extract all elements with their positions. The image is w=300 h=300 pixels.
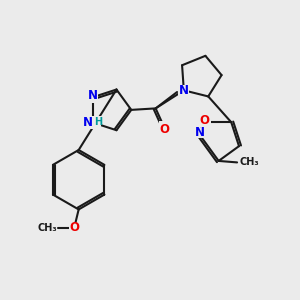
- Text: N: N: [195, 126, 205, 140]
- Text: O: O: [200, 114, 210, 127]
- Text: O: O: [159, 123, 169, 136]
- FancyBboxPatch shape: [69, 223, 80, 233]
- Text: CH₃: CH₃: [240, 158, 260, 167]
- FancyBboxPatch shape: [178, 85, 189, 96]
- Text: N: N: [88, 89, 98, 102]
- FancyBboxPatch shape: [84, 116, 101, 129]
- FancyBboxPatch shape: [193, 128, 204, 138]
- Text: N: N: [83, 116, 93, 129]
- FancyBboxPatch shape: [87, 92, 98, 103]
- Text: H: H: [94, 118, 102, 128]
- Text: CH₃: CH₃: [38, 223, 57, 233]
- Text: O: O: [69, 221, 79, 234]
- FancyBboxPatch shape: [201, 117, 212, 128]
- FancyBboxPatch shape: [159, 122, 169, 132]
- Text: N: N: [179, 84, 189, 97]
